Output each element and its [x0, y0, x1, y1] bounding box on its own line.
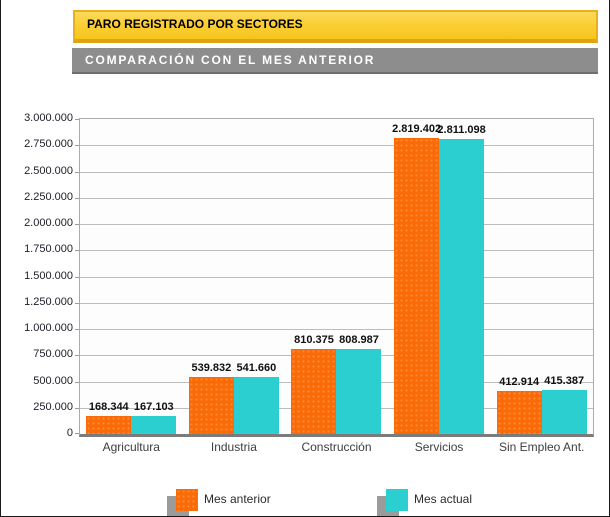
chart-title: PARO REGISTRADO POR SECTORES [87, 17, 303, 31]
bar-mes-actual: 415.387 [541, 375, 587, 434]
y-axis-tick-label: 1.250.000 [24, 296, 73, 308]
bar-group-industria: 539.832 541.660 [183, 119, 286, 434]
gridline [80, 250, 593, 251]
x-axis-category-label: Servicios [414, 440, 464, 454]
y-axis-tick-label: 2.250.000 [24, 191, 73, 203]
bar-mes-actual: 2.811.098 [437, 124, 486, 434]
y-axis-tick-label: 1.750.000 [24, 243, 73, 255]
gridline [80, 198, 593, 199]
bar-value-label: 539.832 [191, 362, 232, 375]
y-axis-tick-label: 250.000 [33, 401, 73, 413]
plot-area: 168.344 167.103 539.832 541.660 810.375 808.9… [75, 118, 594, 437]
y-axis-tick-mark [75, 250, 79, 251]
y-axis-tick-mark [75, 303, 79, 304]
y-axis-tick-label: 1.000.000 [24, 322, 73, 334]
bar-mes-anterior: 2.819.402 [392, 123, 441, 434]
gridline [80, 224, 593, 225]
bar-group-agricultura: 168.344 167.103 [80, 119, 183, 434]
y-axis-tick-label: 3.000.000 [24, 112, 73, 124]
x-axis-category-label: Agricultura [102, 440, 160, 454]
gridline [80, 303, 593, 304]
bar-mes-actual: 808.987 [336, 334, 382, 434]
y-axis-tick-label: 500.000 [33, 375, 73, 387]
y-axis-tick-mark [75, 198, 79, 199]
y-axis-tick-mark [75, 355, 79, 356]
bar-mes-anterior: 168.344 [86, 401, 132, 434]
bar-value-label: 412.914 [499, 375, 540, 388]
y-axis-tick-mark [75, 224, 79, 225]
bar-group-servicios: 2.819.402 2.811.098 [388, 119, 491, 434]
bar-group-sin-empleo-ant-: 412.914 415.387 [490, 119, 593, 434]
legend: Mes anterior Mes actual [1, 480, 609, 516]
bar-value-label: 415.387 [544, 375, 585, 388]
legend-label: Mes actual [414, 492, 473, 506]
y-axis-tick-mark [75, 119, 79, 120]
bar-mes-actual: 167.103 [131, 401, 177, 434]
legend-swatch-mes-anterior [176, 489, 198, 511]
y-axis-tick-label: 2.750.000 [24, 138, 73, 150]
y-axis-tick-mark [75, 145, 79, 146]
bar-value-label: 541.660 [236, 362, 277, 375]
y-axis-tick-label: 1.500.000 [24, 270, 73, 282]
gridline [80, 172, 593, 173]
chart-subtitle: COMPARACIÓN CON EL MES ANTERIOR [85, 53, 376, 67]
y-axis-tick-label: 2.000.000 [24, 217, 73, 229]
x-axis-category-label: Construcción [301, 440, 372, 454]
chart-title-bar: PARO REGISTRADO POR SECTORES [73, 10, 598, 43]
chart-subtitle-bar: COMPARACIÓN CON EL MES ANTERIOR [72, 48, 598, 74]
bar-mes-anterior: 810.375 [291, 334, 337, 434]
y-axis-tick-mark [75, 277, 79, 278]
gridline [80, 145, 593, 146]
y-axis-tick-mark [75, 433, 79, 434]
gridline [80, 277, 593, 278]
bar-group-construcci-n: 810.375 808.987 [285, 119, 388, 434]
x-axis-category-label: Sin Empleo Ant. [498, 440, 585, 454]
legend-label: Mes anterior [204, 492, 271, 506]
bar-value-label: 2.811.098 [437, 123, 486, 136]
bar-value-label: 167.103 [133, 401, 174, 414]
legend-swatch-mes-actual [386, 489, 408, 511]
y-axis-tick-mark [75, 172, 79, 173]
bar-mes-anterior: 539.832 [188, 362, 234, 434]
y-axis-tick-mark [75, 329, 79, 330]
bar-value-label: 808.987 [339, 334, 379, 347]
y-axis-tick-label: 750.000 [33, 348, 73, 360]
bar-mes-actual: 541.660 [233, 362, 279, 434]
bar-value-label: 2.819.402 [392, 122, 442, 135]
y-axis-tick-mark [75, 382, 79, 383]
bar-value-label: 810.375 [294, 333, 334, 346]
x-axis-category-label: Industria [210, 440, 257, 454]
gridline [80, 329, 593, 330]
x-axis: Agricultura Industria Construcción Servicio… [80, 440, 593, 456]
y-axis: 0 250.000 500.000 750.000 1.000.000 1.250.000… [1, 112, 73, 439]
bar-value-label: 168.344 [88, 401, 129, 414]
y-axis-tick-label: 0 [66, 427, 73, 439]
y-axis-tick-mark [75, 408, 79, 409]
bar-mes-anterior: 412.914 [496, 376, 542, 434]
y-axis-tick-label: 2.500.000 [24, 165, 73, 177]
